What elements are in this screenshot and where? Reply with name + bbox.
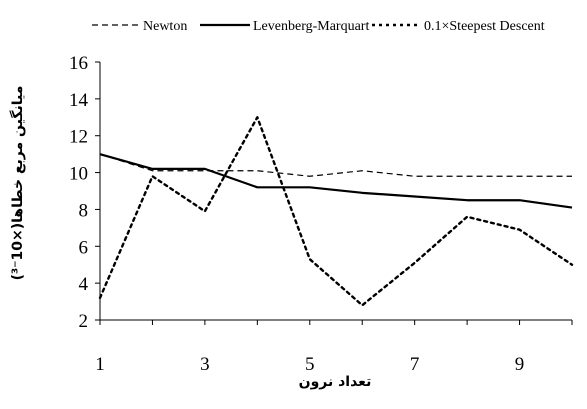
data-point [571, 264, 572, 265]
data-point [467, 176, 468, 177]
data-point [257, 117, 258, 118]
y-tick-label: 4 [79, 274, 89, 295]
y-tick-label: 16 [69, 53, 88, 74]
series-3 [98, 116, 574, 307]
y-axis-title: میانگین مربع خطاها(×10⁻³) [9, 86, 26, 281]
data-point [362, 192, 363, 193]
legend-item: Levenberg-Marquart [200, 19, 369, 34]
data-point [204, 211, 205, 212]
data-point [309, 187, 310, 188]
y-tick-label: 14 [69, 90, 89, 111]
data-point [99, 154, 100, 155]
legend: Newton Levenberg-Marquart 0.1×Steepest Des… [92, 19, 545, 34]
data-point [519, 229, 520, 230]
data-point [257, 187, 258, 188]
data-point [414, 176, 415, 177]
data-point [204, 170, 205, 171]
y-tick-labels: 2 4 6 8 10 12 14 16 [69, 53, 100, 332]
data-point [257, 170, 258, 171]
x-tick-label: 3 [200, 354, 210, 375]
y-tick-label: 2 [79, 311, 89, 332]
x-axis-title: تعداد نرون [299, 374, 372, 390]
data-point [519, 200, 520, 201]
data-point [467, 216, 468, 217]
legend-item: 0.1×Steepest Descent [372, 19, 545, 34]
x-tick-label: 1 [95, 354, 105, 375]
x-tick-labels: 1 3 5 7 9 [95, 320, 573, 375]
legend-label: 0.1×Steepest Descent [424, 19, 545, 34]
x-tick-label: 9 [515, 354, 525, 375]
data-point [362, 170, 363, 171]
data-point [414, 196, 415, 197]
y-tick-label: 10 [69, 164, 88, 185]
data-point [152, 176, 153, 177]
data-point [571, 207, 572, 208]
legend-label: Newton [143, 19, 187, 34]
data-point [99, 297, 100, 298]
data-point [152, 168, 153, 169]
data-point [152, 170, 153, 171]
data-point [309, 176, 310, 177]
data-point [309, 259, 310, 260]
series-1 [99, 153, 572, 177]
y-tick-label: 12 [69, 127, 88, 148]
legend-label: Levenberg-Marquart [253, 19, 369, 34]
data-point [519, 176, 520, 177]
series-line [99, 153, 573, 209]
series-line [99, 153, 572, 177]
y-tick-label: 6 [79, 237, 89, 258]
data-point [414, 262, 415, 263]
series-2 [99, 153, 573, 209]
data-point [362, 305, 363, 306]
series-line [98, 116, 574, 307]
x-tick-label: 7 [410, 354, 420, 375]
data-point [204, 168, 205, 169]
y-tick-label: 8 [79, 200, 89, 221]
data-point [467, 200, 468, 201]
data-point [571, 176, 572, 177]
legend-item: Newton [92, 19, 187, 34]
plot-area [98, 62, 574, 321]
x-tick-label: 5 [305, 354, 315, 375]
